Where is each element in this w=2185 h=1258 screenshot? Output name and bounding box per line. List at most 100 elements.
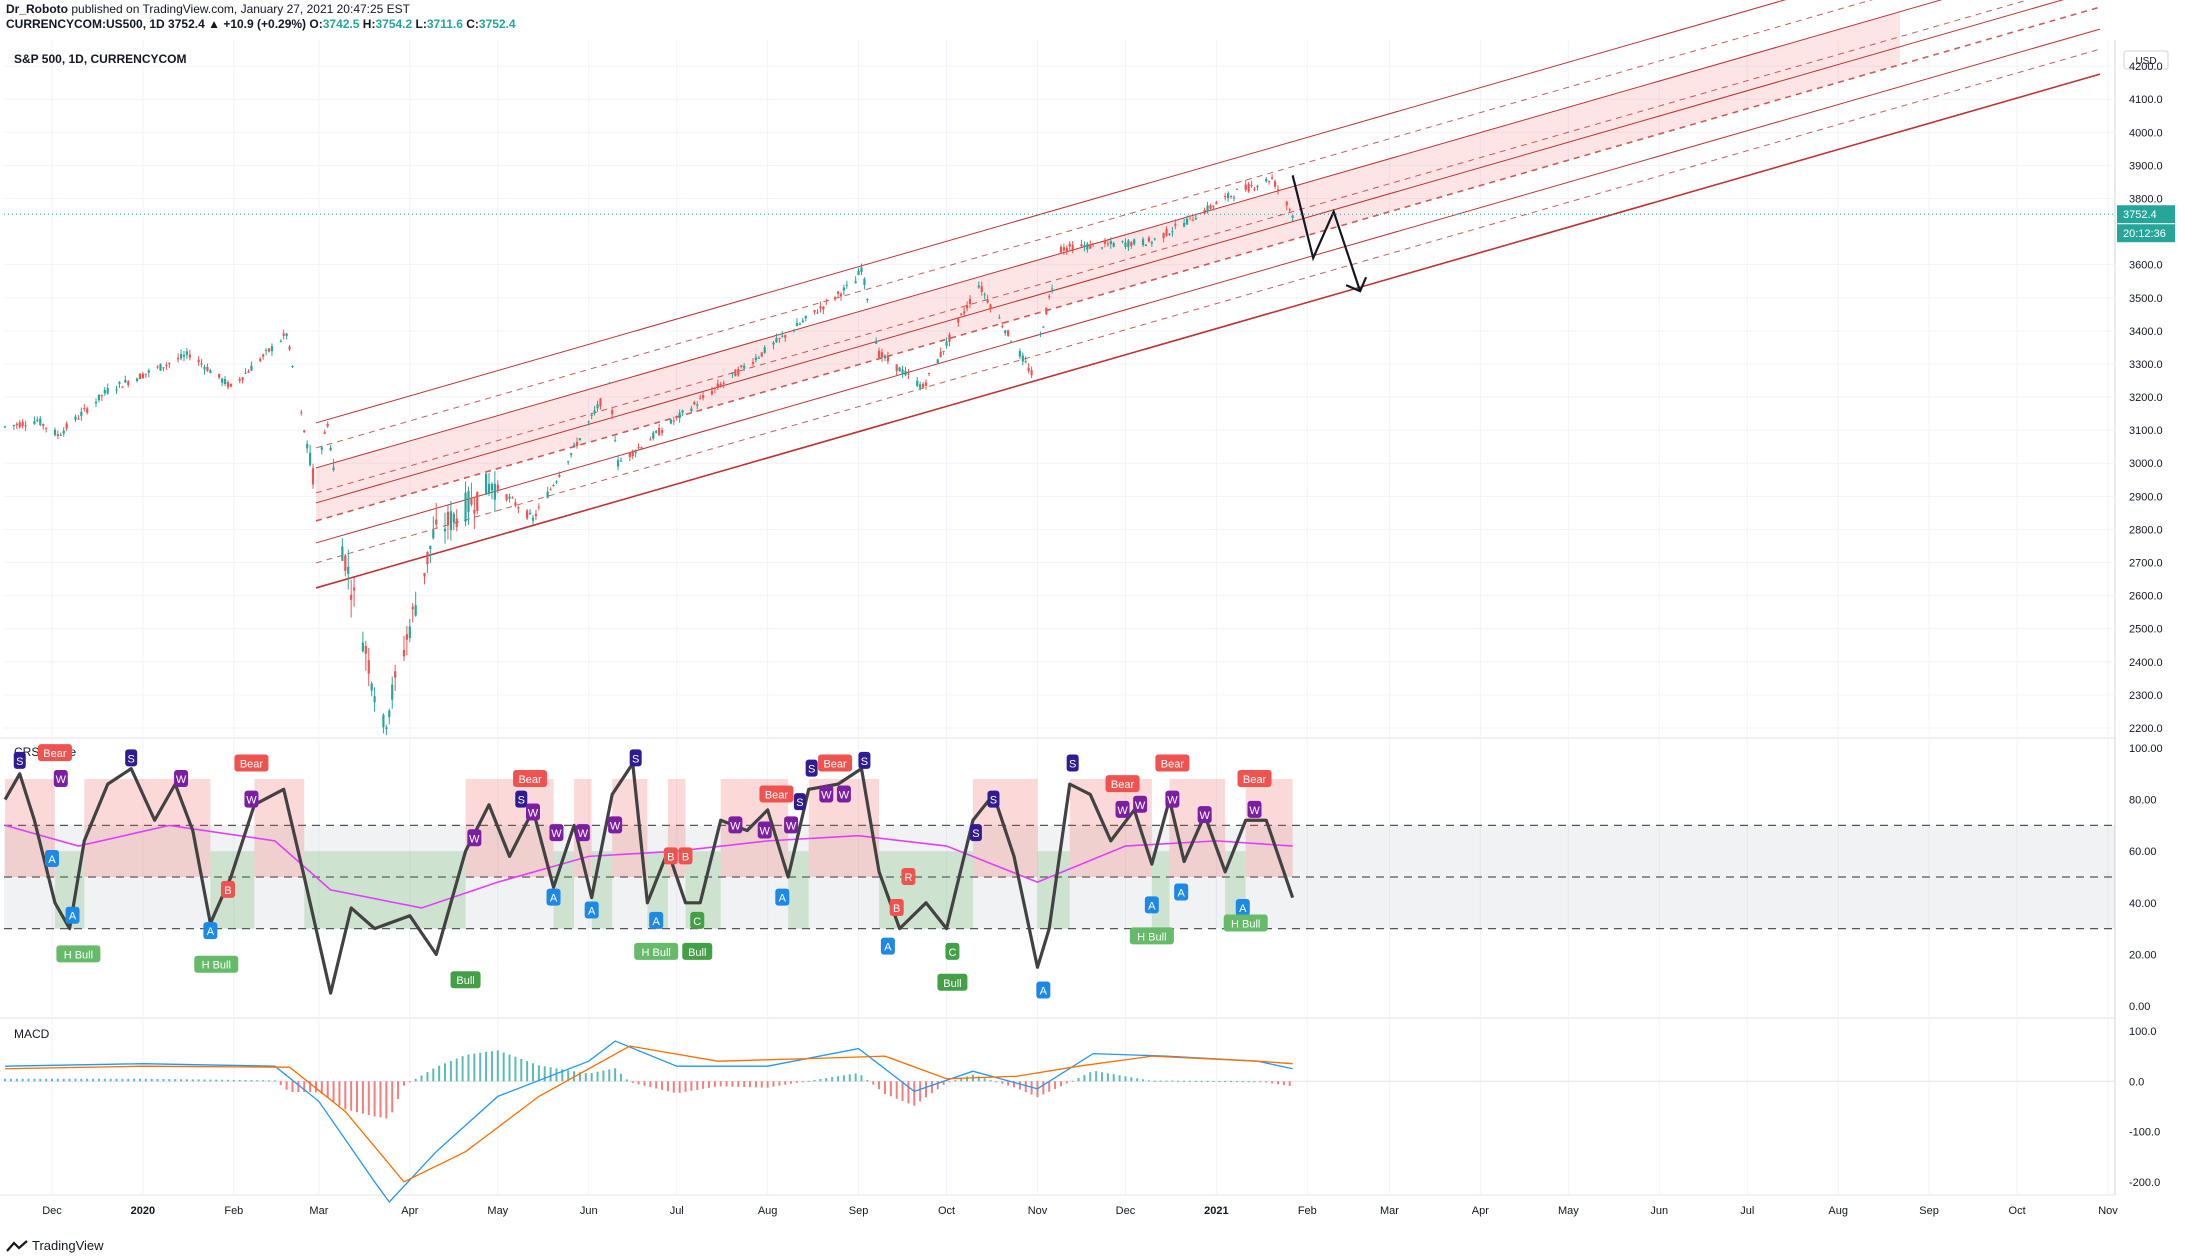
candle-body	[77, 418, 80, 420]
brand-name: TradingView	[32, 1238, 104, 1253]
time-axis-label: Sep	[849, 1205, 869, 1217]
candle-body	[118, 382, 121, 384]
candle-body	[361, 642, 364, 652]
crsi-signal: W	[53, 769, 68, 787]
candle-body	[94, 401, 98, 404]
crsi-signal-bg	[1247, 800, 1262, 818]
candle-body	[159, 363, 162, 371]
candle-body	[15, 423, 18, 426]
candle-body	[1247, 183, 1250, 192]
low-value: 3711.6	[426, 17, 463, 31]
crsi-envelope-segment	[647, 851, 668, 929]
candle-body	[927, 372, 931, 374]
candle-body	[716, 383, 719, 388]
candle-body	[731, 372, 734, 374]
macd-hist-bar	[203, 1079, 206, 1082]
macd-hist-bar	[391, 1081, 394, 1113]
macd-hist-bar	[168, 1079, 171, 1082]
author-name[interactable]: Dr_Roboto	[6, 2, 68, 16]
crsi-signal-label: S	[861, 756, 868, 768]
macd-hist-bar	[156, 1078, 159, 1082]
candle-body	[1112, 243, 1115, 247]
tradingview-brand[interactable]: TradingView	[6, 1238, 104, 1253]
candle-body	[74, 416, 77, 420]
crsi-signal-bg	[1197, 806, 1212, 824]
macd-hist-bar	[27, 1078, 30, 1082]
crsi-signal: W	[244, 790, 259, 808]
crsi-signal: W	[1197, 806, 1212, 824]
crsi-signal-label: S	[632, 753, 639, 765]
crsi-signal-label: H Bull	[642, 947, 671, 959]
crsi-signal-label: S	[808, 764, 815, 776]
candle-body	[115, 389, 118, 391]
crsi-signal-bg	[629, 749, 642, 767]
candle-body	[262, 354, 265, 357]
macd-hist-bar	[1024, 1081, 1027, 1093]
candle-body	[898, 367, 901, 372]
macd-hist-bar	[795, 1081, 798, 1083]
macd-hist-bar	[960, 1078, 963, 1082]
crsi-envelope-segment	[1069, 778, 1091, 877]
crsi-signal-bg	[678, 847, 693, 865]
channel-band-upper	[315, 11, 1900, 521]
macd-hist-bar	[520, 1058, 523, 1082]
crsi-signal: W	[608, 816, 623, 834]
macd-hist-bar	[584, 1073, 587, 1082]
symbol-line: CURRENCYCOM:US500, 1D 3752.4 ▲ +10.9 (+0…	[6, 17, 516, 31]
time-axis-label: Feb	[224, 1205, 243, 1217]
candle-body	[690, 408, 693, 412]
candle-body	[344, 555, 347, 571]
crsi-signal-label: S	[1069, 758, 1076, 770]
crsi-signal-bg	[608, 816, 623, 834]
candle-body	[1188, 215, 1192, 217]
macd-hist-bar	[561, 1069, 564, 1082]
countdown-tag-label: 20:12:36	[2123, 228, 2166, 240]
macd-hist-bar	[1083, 1075, 1086, 1082]
candle-body	[1147, 237, 1151, 242]
crsi-signal: S	[969, 824, 982, 842]
candle-body	[822, 306, 825, 310]
candle-body	[388, 710, 391, 717]
crsi-signal-bg	[584, 901, 599, 919]
crsi-envelope-segment	[107, 778, 132, 877]
candle-body	[1285, 201, 1288, 206]
candle-body	[162, 367, 165, 369]
macd-hist-bar	[350, 1081, 353, 1111]
candle-body	[449, 511, 452, 530]
candle-body	[772, 342, 775, 345]
candle-body	[1127, 240, 1130, 248]
time-axis-label: Mar	[1380, 1205, 1399, 1217]
macd-hist-bar	[977, 1076, 980, 1082]
candle-body	[185, 351, 189, 355]
crsi-signal-bg	[858, 751, 871, 769]
candle-body	[1100, 247, 1104, 249]
crsi-signal-bg	[1129, 927, 1174, 945]
candle-body	[611, 410, 614, 415]
candle-body	[206, 366, 209, 372]
candle-body	[490, 483, 494, 491]
candle-body	[1141, 239, 1145, 246]
crsi-signal-bg	[1223, 914, 1268, 932]
candle-body	[229, 383, 233, 387]
crsi-signal: S	[793, 793, 806, 811]
candle-body	[1042, 326, 1045, 328]
macd-hist-bar	[954, 1080, 957, 1082]
candle-body	[265, 349, 268, 351]
macd-hist-bar	[1235, 1081, 1238, 1083]
crsi-signal-label: S	[990, 795, 997, 807]
crsi-signal-bg	[1174, 883, 1189, 901]
candle-body	[467, 490, 470, 513]
candle-body	[1174, 223, 1177, 226]
crsi-signal: Bear	[234, 754, 269, 772]
macd-hist-bar	[1271, 1081, 1274, 1084]
candle-body	[270, 346, 274, 352]
candle-body	[1068, 243, 1071, 247]
macd-hist-bar	[285, 1081, 288, 1090]
candle-body	[62, 430, 65, 434]
time-axis-label: Dec	[42, 1205, 62, 1217]
crsi-signal-label: H Bull	[1137, 931, 1166, 943]
crsi-signal: Bull	[682, 942, 713, 960]
crsi-signal-bg	[901, 868, 916, 885]
candle-body	[877, 350, 881, 358]
